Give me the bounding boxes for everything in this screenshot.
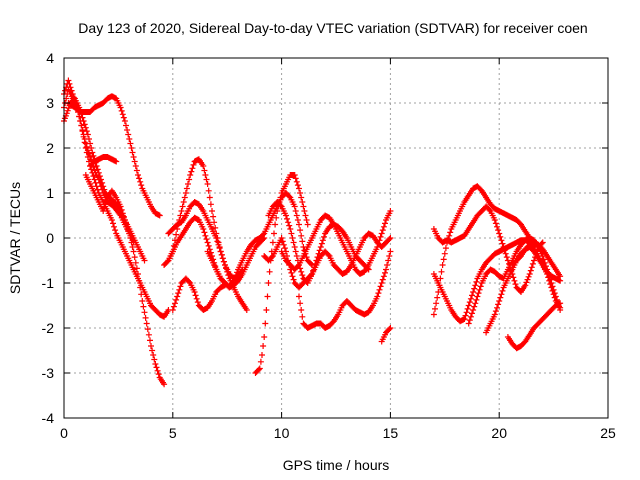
series-track-19 xyxy=(430,203,546,295)
x-axis-label: GPS time / hours xyxy=(283,457,390,473)
data-point-markers xyxy=(278,208,394,277)
y-axis-label: SDTVAR / TECUs xyxy=(7,182,23,294)
y-tick-label: -4 xyxy=(42,410,55,426)
data-point-markers xyxy=(252,172,311,376)
series-track-21 xyxy=(465,235,564,327)
y-tick-label: -2 xyxy=(42,320,55,336)
series-track-5 xyxy=(87,154,120,169)
data-point-markers xyxy=(465,235,564,327)
x-tick-label: 25 xyxy=(600,425,616,441)
series-track-24 xyxy=(509,239,564,280)
grid xyxy=(64,58,608,418)
series-track-7 xyxy=(161,156,246,282)
chart-title: Day 123 of 2020, Sidereal Day-to-day VTE… xyxy=(78,20,587,36)
data-point-markers xyxy=(265,199,372,286)
x-tick-label: 15 xyxy=(383,425,399,441)
series-track-16 xyxy=(296,248,394,331)
x-tick-label: 10 xyxy=(274,425,290,441)
data-point-markers xyxy=(509,239,564,280)
y-tick-label: 4 xyxy=(46,50,54,66)
series-track-1 xyxy=(61,86,168,388)
data-point-markers xyxy=(82,172,137,246)
y-tick-label: 0 xyxy=(46,230,54,246)
x-tick-label: 20 xyxy=(491,425,507,441)
series-track-18 xyxy=(430,183,533,318)
data-point-markers xyxy=(204,190,316,291)
data-point-markers xyxy=(61,86,168,388)
data-point-markers xyxy=(169,275,229,313)
data-point-markers xyxy=(161,156,246,282)
y-tick-label: 3 xyxy=(46,95,54,111)
data-point-markers xyxy=(430,203,546,295)
series-track-14 xyxy=(265,199,372,286)
data-point-markers xyxy=(296,248,394,331)
series-track-8 xyxy=(165,199,250,313)
series-track-9 xyxy=(165,214,268,291)
series-track-11 xyxy=(204,190,316,291)
y-tick-label: 1 xyxy=(46,185,54,201)
plot-area-points xyxy=(61,77,564,388)
y-tick-label: 2 xyxy=(46,140,54,156)
data-point-markers xyxy=(165,214,268,291)
series-track-12 xyxy=(252,172,311,376)
series-track-10 xyxy=(169,275,229,313)
series-track-17 xyxy=(378,325,394,345)
series-track-15 xyxy=(278,208,394,277)
data-point-markers xyxy=(504,300,564,352)
y-tick-label: -1 xyxy=(42,275,55,291)
x-tick-label: 5 xyxy=(169,425,177,441)
data-point-markers xyxy=(87,154,120,169)
y-tick-label: -3 xyxy=(42,365,55,381)
data-point-markers xyxy=(165,199,250,313)
data-point-markers xyxy=(430,183,533,318)
series-track-6 xyxy=(82,172,137,246)
data-point-markers xyxy=(378,325,394,345)
series-track-23 xyxy=(504,300,564,352)
x-tick-label: 0 xyxy=(60,425,68,441)
